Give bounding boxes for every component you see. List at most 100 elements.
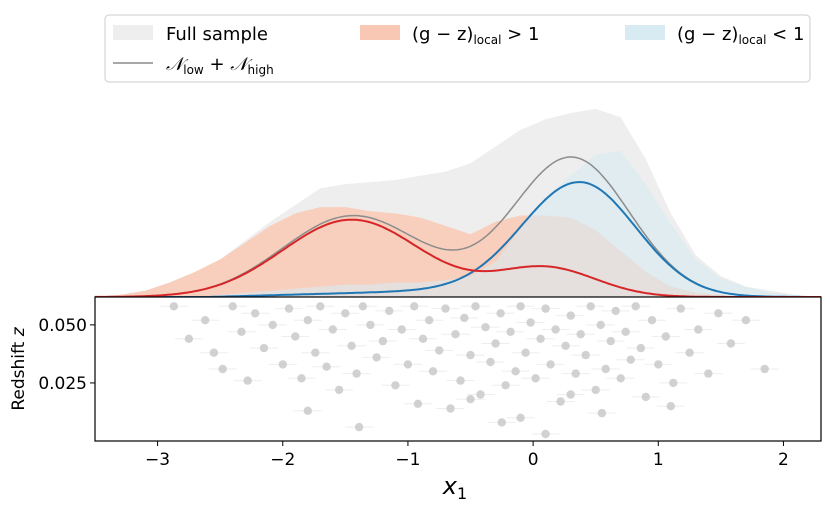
scatter-point (372, 353, 381, 362)
scatter-point (410, 302, 419, 311)
scatter-point (626, 355, 635, 364)
scatter-point (704, 369, 713, 378)
scatter-point (597, 408, 607, 418)
scatter-point (631, 302, 640, 311)
x-tick-label: 1 (653, 450, 664, 470)
scatter-point (571, 369, 580, 378)
x-tick-label: −2 (270, 450, 295, 470)
scatter-point (311, 348, 320, 357)
y-ticks: 0.025 0.050 (38, 316, 95, 394)
scatter-point (481, 323, 490, 332)
scatter-point (322, 362, 331, 371)
scatter-point (209, 348, 219, 357)
scatter-point (316, 302, 325, 311)
scatter-point (726, 339, 736, 348)
legend-swatch-red (360, 25, 400, 40)
scatter-points (169, 302, 769, 439)
scatter-point (511, 367, 520, 376)
scatter-point (243, 376, 252, 385)
scatter-point (501, 381, 510, 390)
scatter-point (526, 318, 535, 327)
legend-swatch-blue (625, 25, 665, 40)
scatter-point (556, 397, 565, 406)
scatter-frame (94, 296, 822, 442)
scatter-point (586, 302, 595, 311)
legend-label-full: Full sample (166, 24, 268, 45)
scatter-point (536, 334, 545, 343)
scatter-point (669, 378, 678, 388)
y-tick-label: 0.025 (38, 374, 87, 394)
scatter-point (352, 369, 361, 378)
scatter-point (328, 325, 337, 334)
scatter-point (366, 320, 375, 330)
scatter-point (218, 364, 227, 374)
scatter-point (460, 313, 469, 323)
scatter-point (184, 334, 194, 343)
scatter-point (334, 385, 344, 395)
scatter-point (201, 316, 210, 325)
scatter-point (546, 360, 555, 369)
scatter-point (397, 325, 406, 334)
scatter-point (666, 402, 675, 411)
legend-swatch-full (113, 25, 153, 40)
scatter-point (297, 374, 306, 383)
scatter-point (551, 325, 560, 334)
scatter-point (456, 376, 465, 385)
scatter-point (418, 334, 428, 343)
scatter-point (606, 336, 615, 346)
scatter-point (435, 346, 444, 355)
scatter-point (647, 316, 657, 325)
scatter-point (403, 360, 413, 369)
scatter-point (268, 320, 277, 330)
scatter-point (303, 406, 312, 415)
x-tick-label: 0 (528, 450, 539, 470)
scatter-point (303, 316, 312, 325)
scatter-point (471, 302, 480, 311)
scatter-point (506, 327, 515, 336)
scatter-point (685, 348, 694, 357)
y-axis-label: Redshift z (9, 326, 29, 410)
blue-histogram (95, 150, 821, 297)
scatter-point (259, 343, 269, 353)
scatter-point (425, 316, 434, 325)
scatter-point (354, 422, 364, 432)
legend-label-red: (g − z)local > 1 (412, 24, 539, 47)
scatter-point (476, 390, 485, 399)
scatter-point (486, 357, 495, 367)
x-axis-label: x1 (442, 472, 467, 503)
scatter-point (341, 309, 350, 318)
scatter-point (641, 392, 650, 402)
scatter-point (541, 429, 550, 439)
scatter-point (611, 306, 620, 316)
scatter-point (278, 360, 287, 369)
scatter-point (591, 385, 600, 395)
scatter-point (521, 348, 530, 357)
scatter-point (636, 343, 645, 353)
scatter-point (378, 336, 388, 346)
scatter-point (228, 302, 237, 311)
scatter-point (347, 341, 356, 350)
y-tick-label: 0.050 (38, 316, 87, 336)
scatter-point (596, 320, 605, 330)
scatter-point (621, 327, 630, 336)
scatter-point (441, 304, 450, 313)
scatter-point (466, 395, 475, 404)
scatter-point (741, 316, 751, 325)
scatter-point (566, 390, 575, 399)
scatter-point (654, 360, 663, 369)
x-ticks: −3 −2 −1 0 1 2 (145, 441, 789, 470)
scatter-point (428, 367, 438, 376)
scatter-point (714, 309, 723, 318)
legend-label-blue: (g − z)local < 1 (677, 24, 804, 47)
scatter-point (516, 302, 525, 311)
scatter-point (496, 309, 505, 318)
scatter-point (531, 374, 540, 383)
scatter-point (237, 327, 246, 336)
legend: Full sample (g − z)local > 1 (g − z)loca… (104, 14, 811, 83)
scatter-point (561, 341, 570, 350)
scatter-point (358, 302, 368, 311)
scatter-point (694, 325, 703, 334)
scatter-point (251, 309, 260, 318)
scatter-point (291, 332, 300, 341)
